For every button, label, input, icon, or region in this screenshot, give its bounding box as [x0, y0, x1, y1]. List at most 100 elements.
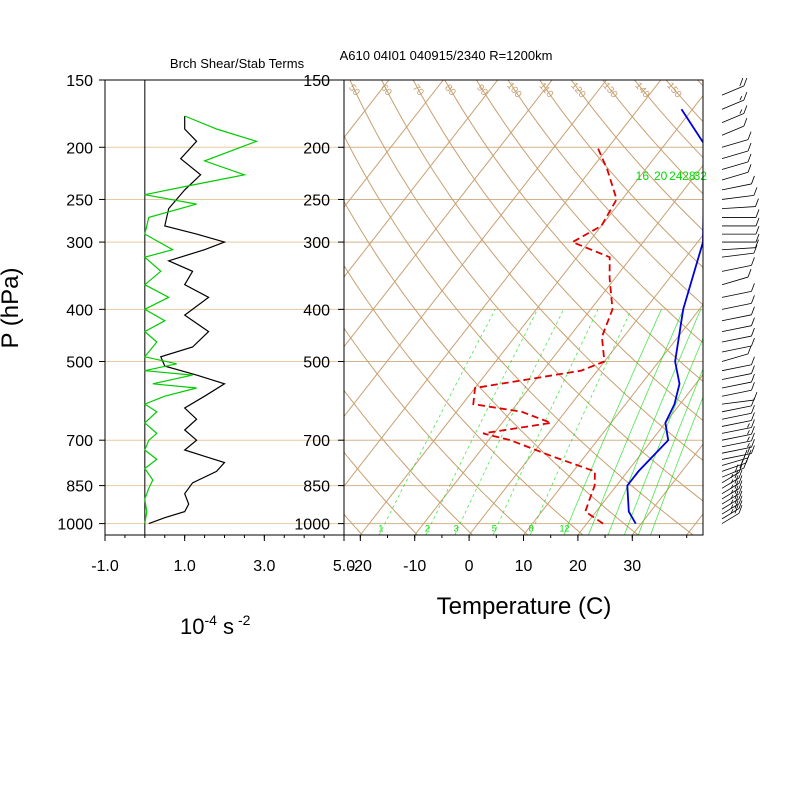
- wind-barb-flag: [751, 257, 755, 266]
- wind-barb-flag: [738, 505, 743, 514]
- skew-isotherm: [0, 80, 334, 535]
- wind-barb-staff: [721, 353, 749, 362]
- wind-barb: [721, 391, 758, 405]
- skew-dry-adiabat: [344, 264, 584, 535]
- skew-dry-adiabat: [65, 80, 252, 535]
- wind-barb-staff: [721, 483, 740, 495]
- left-series-line-2: [143, 115, 259, 524]
- wind-barb-staff: [721, 183, 752, 191]
- skew-t-x-axis-label: Temperature (C): [437, 593, 612, 620]
- skew-y-tick-label: 250: [303, 192, 330, 209]
- wind-barb-flag: [738, 475, 743, 484]
- wind-barb-profile: [721, 77, 760, 524]
- skew-dry-adiabat: [344, 327, 529, 535]
- wind-barb-staff: [721, 412, 752, 420]
- wind-barb: [721, 187, 758, 200]
- wind-barb-staff: [721, 453, 752, 460]
- left-y-tick-label: 500: [66, 355, 93, 372]
- wind-barb-staff: [721, 472, 740, 484]
- skew-mixing-ratio-line: [607, 309, 702, 535]
- wind-barb-flag: [755, 198, 759, 207]
- skew-dry-adiabat: [539, 80, 703, 269]
- left-y-tick-label: 250: [66, 192, 93, 209]
- wind-barb-half-flag: [747, 443, 750, 448]
- wind-barb-flag: [734, 495, 739, 504]
- skew-mixing-ratio-label: 24: [669, 169, 683, 183]
- wind-barb-flag: [751, 327, 755, 337]
- wind-barb-flag: [743, 449, 748, 458]
- wind-barb: [721, 356, 755, 372]
- wind-barb-flag: [743, 92, 748, 101]
- skew-isotherm: [468, 234, 703, 535]
- wind-barb: [721, 257, 755, 272]
- wind-barb-staff: [721, 252, 755, 258]
- skew-dry-adiabat: [381, 80, 703, 462]
- wind-barb: [721, 439, 755, 454]
- skew-mixing-ratio-label: 32: [694, 169, 708, 183]
- wind-barb-staff: [721, 457, 749, 466]
- skew-t-mixing-ratio-lines: [378, 309, 703, 535]
- left-x-tick-label: 3.0: [253, 558, 275, 575]
- wind-barb-staff: [721, 99, 745, 110]
- skew-t-y-ticks: 150 200 250 300 400 500 700 850 1000: [294, 73, 344, 534]
- wind-barb-staff: [721, 493, 740, 505]
- wind-barb-staff: [721, 467, 745, 478]
- skew-y-tick-label: 850: [303, 479, 330, 496]
- skew-mixing-ratio-line: [637, 367, 703, 535]
- wind-barb-staff: [721, 381, 752, 389]
- wind-barb-staff: [721, 405, 752, 413]
- skew-mixing-ratio-label: 28: [682, 169, 696, 183]
- wind-barb: [721, 412, 755, 427]
- wind-barb-staff: [721, 427, 752, 434]
- wind-barb-staff: [721, 264, 752, 272]
- wind-barb-flag: [751, 439, 755, 448]
- x-axis-label-unit: s: [223, 614, 234, 639]
- shear-stability-panel: Brch Shear/Stab Terms P (hPa) 150 200 250 3…: [0, 56, 355, 639]
- skew-isotherm: [359, 94, 703, 535]
- skew-adiabat-label: 90: [474, 83, 490, 99]
- skew-mixing-ratio-label: 5: [492, 524, 497, 534]
- left-y-tick-label: 700: [66, 433, 93, 450]
- wind-barb-flag: [738, 469, 743, 479]
- skew-isotherm: [344, 80, 607, 418]
- left-x-tick-label: -1.0: [91, 558, 119, 575]
- wind-barb-staff: [721, 150, 749, 160]
- wind-barb-half-flag: [747, 430, 750, 435]
- skew-t-title: A610 04I01 040915/2340 R=1200km: [340, 48, 553, 63]
- wind-barb: [721, 382, 755, 397]
- skew-mixing-ratio-line: [492, 309, 599, 535]
- skew-dry-adiabat: [34, 80, 197, 535]
- left-x-tick-label: 5.0: [333, 558, 355, 575]
- skew-adiabat-label: 50: [346, 83, 362, 99]
- skew-dry-adiabat: [97, 80, 307, 535]
- wind-barb-staff: [721, 302, 752, 310]
- wind-barb-flag: [738, 464, 743, 473]
- skew-dry-adiabat: [349, 80, 703, 502]
- skew-dry-adiabat: [761, 80, 800, 535]
- wind-barb-flag: [751, 317, 755, 326]
- skew-x-tick-label: 10: [515, 558, 533, 575]
- wind-barb-flag: [734, 490, 739, 499]
- skew-y-tick-label: 400: [303, 302, 330, 319]
- skew-t-series: [472, 108, 703, 525]
- wind-barb-staff: [721, 206, 756, 210]
- wind-barb-half-flag: [747, 423, 750, 428]
- skew-isotherm: [523, 304, 703, 535]
- wind-barb-flag: [743, 105, 748, 114]
- skew-mixing-ratio-label: 12: [560, 524, 570, 534]
- wind-barb: [721, 459, 748, 478]
- x-axis-label-unit-exponent: -2: [238, 612, 251, 628]
- wind-barb: [721, 77, 748, 96]
- wind-barb-staff: [721, 171, 749, 181]
- wind-barb: [722, 226, 760, 235]
- wind-barb-staff: [721, 488, 740, 500]
- wind-barb-staff: [721, 477, 740, 489]
- wind-barb-staff: [721, 125, 745, 136]
- left-y-tick-label: 200: [66, 140, 93, 157]
- wind-barb: [721, 464, 743, 484]
- skew-mixing-ratio-label: 20: [654, 169, 668, 183]
- skew-adiabat-label: 60: [378, 83, 394, 99]
- wind-barb-flag: [734, 500, 739, 509]
